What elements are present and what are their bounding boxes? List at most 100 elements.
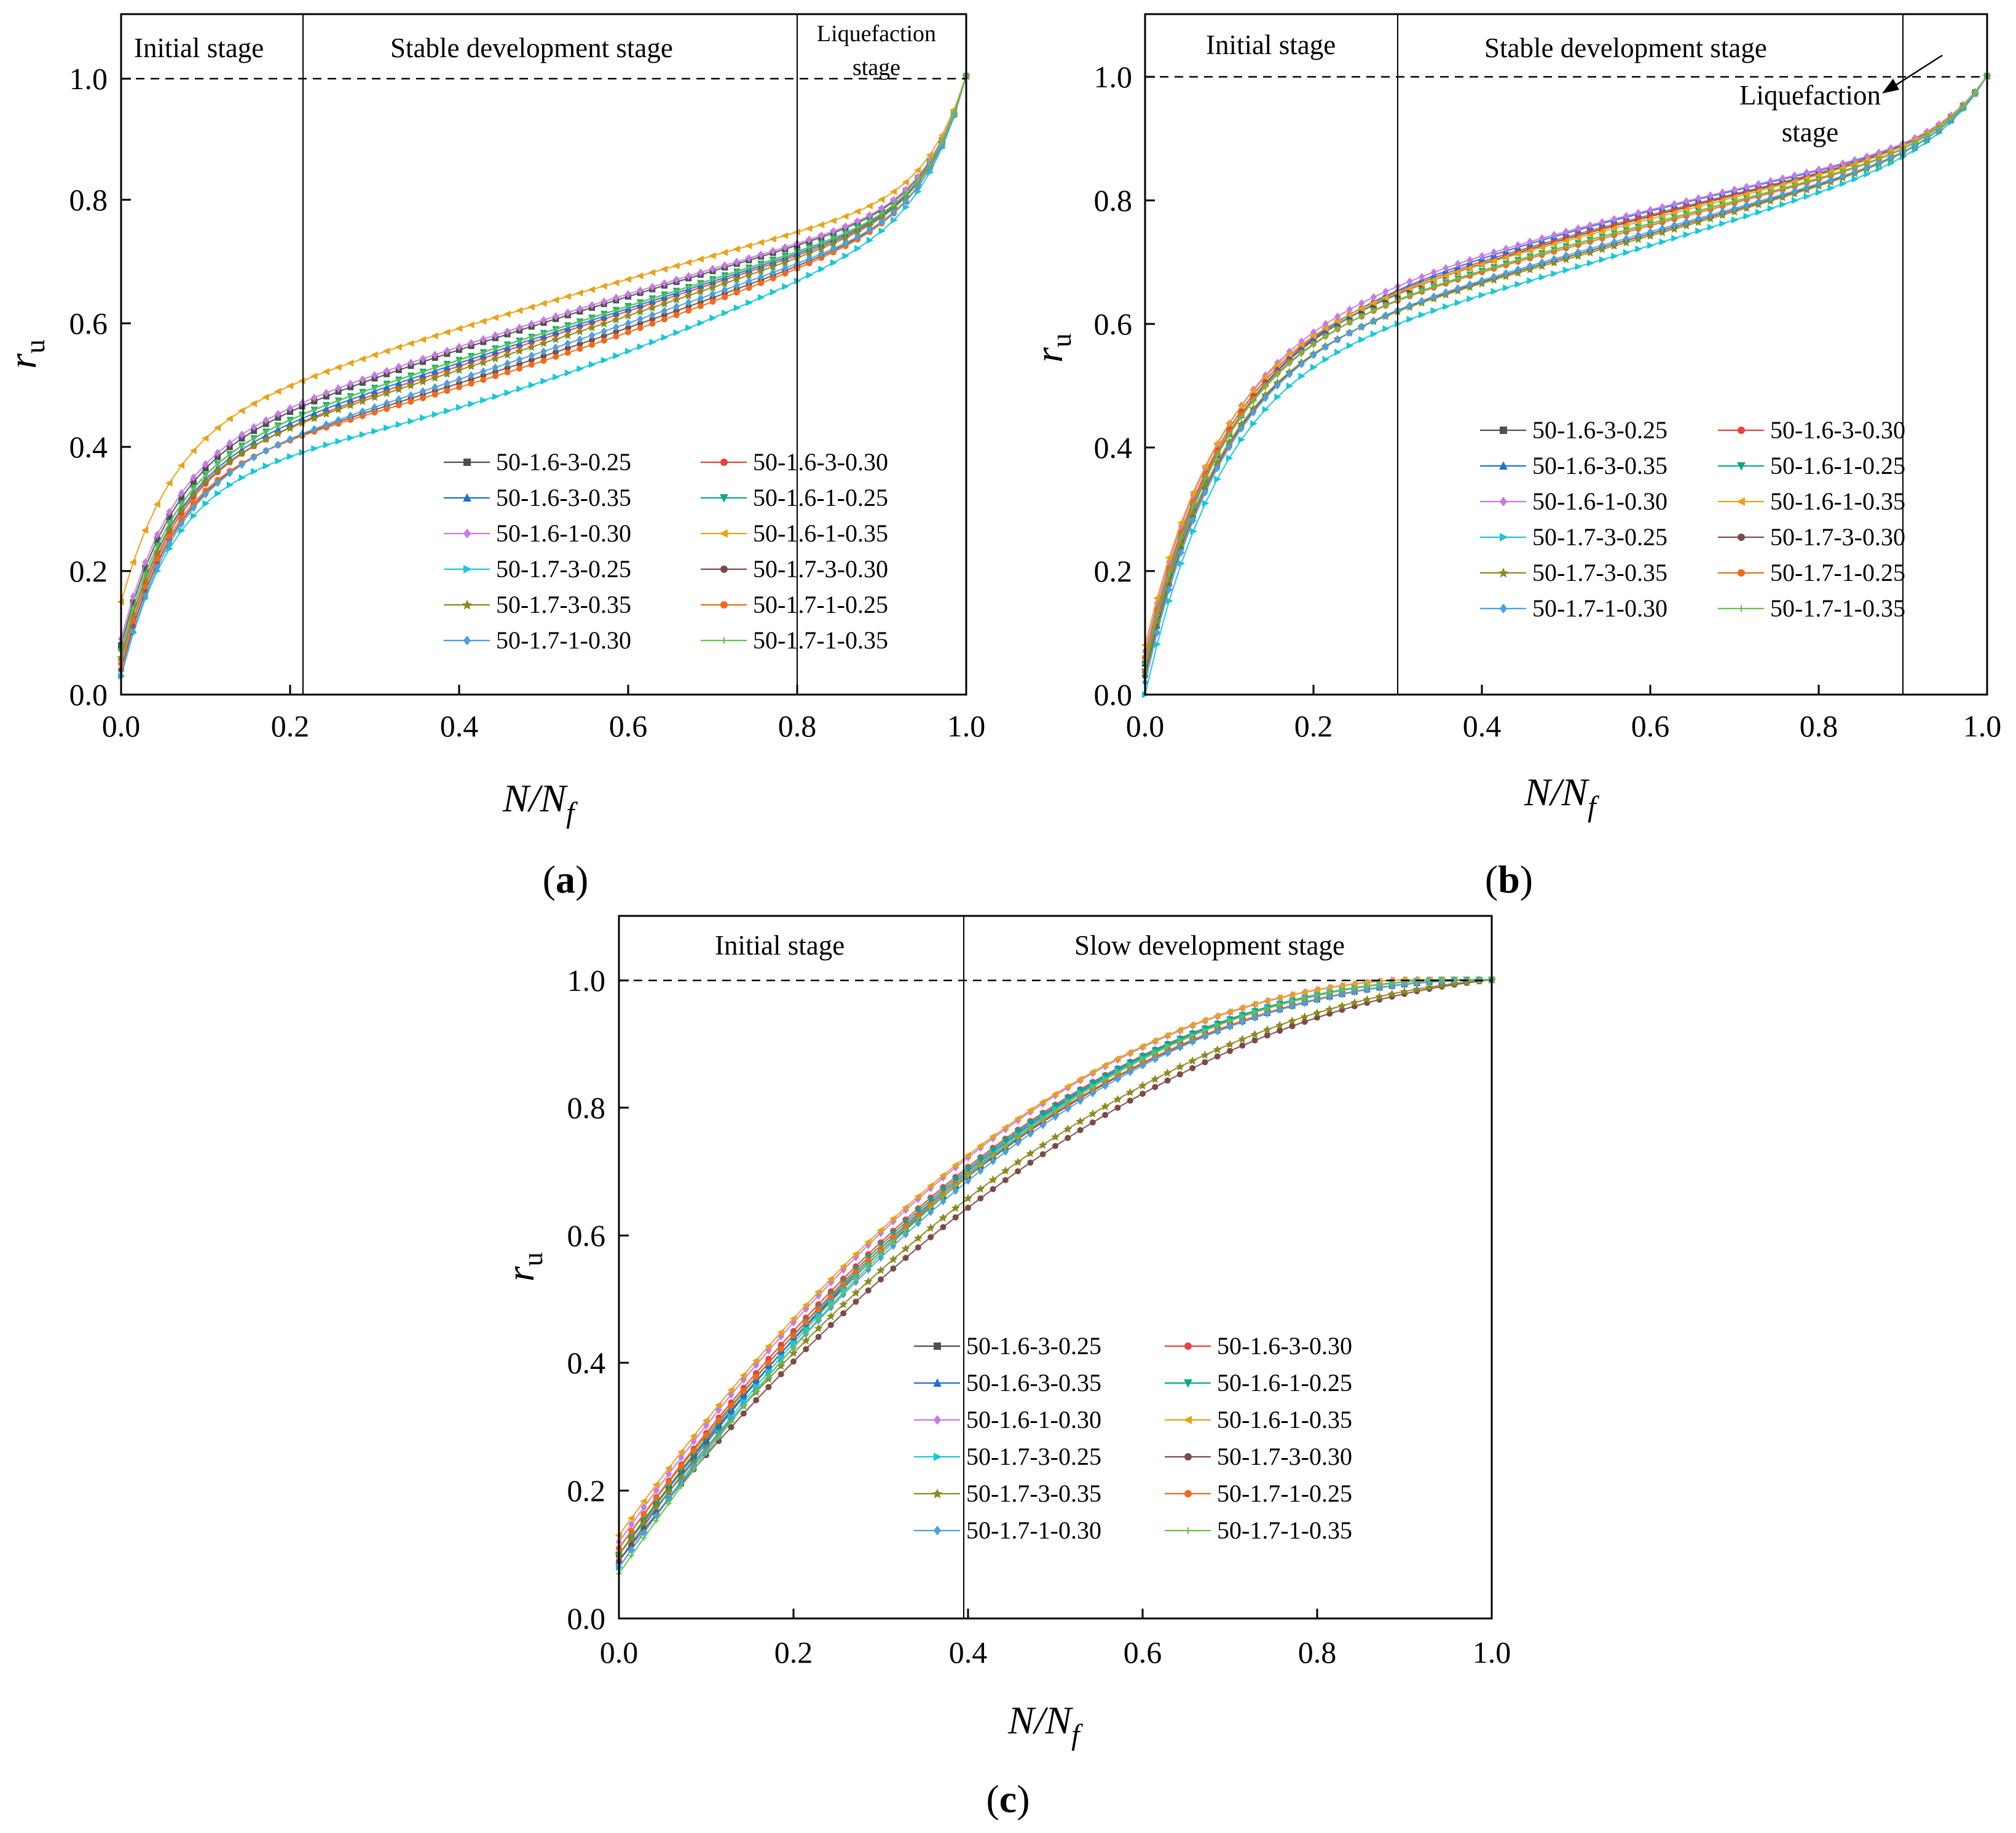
legend-label: 50-1.7-1-0.35 [1217, 1516, 1352, 1544]
series-point-50-1.6-1-0.35 [1285, 350, 1293, 358]
series-point-50-1.7-1-0.30 [1888, 153, 1894, 162]
series-point-50-1.7-1-0.35 [154, 543, 160, 549]
series-point-50-1.7-1-0.35 [1286, 360, 1293, 366]
series-point-50-1.7-1-0.35 [703, 1451, 709, 1457]
series-point-50-1.7-3-0.25 [1310, 363, 1318, 371]
series-point-50-1.6-1-0.35 [358, 355, 366, 363]
series-point-50-1.7-3-0.25 [637, 343, 645, 350]
series-point-50-1.7-3-0.35 [876, 1266, 886, 1274]
series-point-50-1.7-3-0.35 [627, 1534, 636, 1543]
series-point-50-1.7-3-0.35 [1088, 1109, 1097, 1118]
series-point-50-1.7-3-0.25 [178, 527, 186, 534]
series-b-50-1.7-1-0.35 [1142, 73, 1990, 667]
series-point-50-1.6-1-0.30 [419, 354, 427, 363]
series-point-50-1.7-3-0.35 [1063, 1124, 1073, 1133]
panel-c: Initial stage Slow development stage 0.0… [498, 915, 1511, 1821]
legend-item-50-1.6-3-0.30: 50-1.6-3-0.30 [1165, 1332, 1352, 1360]
series-point-50-1.7-1-0.25 [722, 294, 728, 301]
series-point-50-1.7-3-0.25 [1791, 197, 1799, 205]
series-point-50-1.7-3-0.35 [720, 278, 730, 288]
series-point-50-1.7-3-0.35 [744, 270, 754, 279]
panel-c-x-tick-label: 0.2 [774, 1635, 813, 1669]
series-point-50-1.7-1-0.35 [782, 253, 788, 259]
series-point-50-1.7-3-0.30 [1214, 1053, 1221, 1060]
series-point-50-1.6-1-0.35 [939, 1172, 947, 1179]
series-point-50-1.6-1-0.35 [165, 479, 173, 487]
series-point-50-1.7-3-0.25 [685, 324, 693, 332]
legend-item-50-1.7-1-0.25: 50-1.7-1-0.25 [701, 591, 888, 618]
series-point-50-1.6-1-0.35 [1249, 387, 1257, 394]
series-point-50-1.7-1-0.30 [1611, 237, 1618, 246]
series-point-50-1.6-1-0.30 [661, 279, 668, 288]
series-point-50-1.7-3-0.25 [1202, 500, 1210, 507]
series-point-50-1.6-1-0.35 [1658, 212, 1666, 219]
legend-item-50-1.6-3-0.25: 50-1.6-3-0.25 [1480, 416, 1668, 444]
series-point-50-1.6-1-0.30 [1478, 251, 1486, 261]
series-point-50-1.7-1-0.35 [1960, 103, 1966, 109]
series-point-50-1.7-3-0.30 [1102, 1111, 1109, 1118]
panel-b-series-group [1140, 71, 1992, 698]
series-point-50-1.6-1-0.30 [640, 1503, 647, 1512]
series-point-50-1.6-1-0.30 [1430, 268, 1437, 277]
series-point-50-1.7-1-0.35 [1154, 612, 1160, 618]
series-point-50-1.6-1-0.35 [1176, 1026, 1183, 1034]
series-point-50-1.7-3-0.30 [1077, 1127, 1084, 1133]
series-point-50-1.7-1-0.30 [1562, 251, 1570, 260]
series-point-50-1.6-1-0.30 [740, 1375, 747, 1384]
legend-swatch-marker [720, 637, 728, 644]
panel-b-x-ticks: 0.0 0.2 0.4 0.6 0.8 1.0 [1126, 685, 2001, 743]
series-point-50-1.6-1-0.30 [653, 1486, 660, 1495]
series-point-50-1.7-1-0.30 [1322, 342, 1329, 352]
series-point-50-1.7-3-0.35 [639, 1518, 648, 1527]
series-point-50-1.7-1-0.30 [854, 232, 861, 241]
series-point-50-1.7-3-0.25 [866, 237, 874, 244]
series-point-50-1.7-1-0.30 [722, 285, 728, 294]
series-point-50-1.7-1-0.35 [1077, 1092, 1084, 1098]
series-point-50-1.7-1-0.35 [178, 501, 184, 507]
series-point-50-1.7-1-0.30 [1178, 548, 1184, 557]
series-point-50-1.6-1-0.30 [142, 558, 149, 567]
series-point-50-1.7-1-0.35 [1165, 1044, 1171, 1050]
legend-label: 50-1.7-3-0.25 [1532, 523, 1668, 551]
series-point-50-1.6-1-0.35 [1406, 285, 1413, 292]
legend-label: 50-1.7-1-0.25 [753, 591, 888, 618]
series-point-50-1.7-3-0.35 [539, 339, 548, 347]
legend-item-50-1.7-3-0.25: 50-1.7-3-0.25 [914, 1443, 1101, 1470]
series-point-50-1.6-1-0.30 [1419, 272, 1425, 281]
series-point-50-1.7-3-0.25 [553, 373, 560, 381]
series-point-50-1.7-3-0.25 [1382, 325, 1390, 333]
panel-c-x-ticks: 0.0 0.2 0.4 0.6 0.8 1.0 [600, 1609, 1511, 1669]
legend-label: 50-1.6-1-0.25 [753, 484, 888, 511]
series-point-50-1.7-3-0.35 [814, 1323, 823, 1333]
legend-label: 50-1.6-3-0.35 [1532, 452, 1668, 479]
series-point-50-1.6-1-0.30 [1779, 174, 1786, 183]
series-point-50-1.7-3-0.35 [732, 275, 741, 283]
series-point-50-1.7-1-0.35 [770, 257, 776, 263]
series-point-50-1.6-1-0.25 [889, 1230, 897, 1238]
series-point-50-1.7-1-0.35 [311, 407, 317, 413]
series-point-50-1.7-1-0.30 [1334, 335, 1341, 344]
series-point-50-1.7-1-0.30 [577, 335, 583, 344]
series-point-50-1.6-1-0.35 [739, 1371, 747, 1379]
series-point-50-1.7-3-0.25 [1226, 454, 1234, 462]
series-point-50-1.6-1-0.30 [178, 489, 185, 497]
series-point-50-1.7-1-0.30 [1039, 1121, 1046, 1130]
series-point-50-1.7-1-0.35 [1768, 189, 1774, 195]
series-point-50-1.6-1-0.30 [202, 460, 209, 468]
series-point-50-1.7-3-0.25 [540, 377, 548, 385]
series-point-50-1.7-1-0.35 [1339, 987, 1345, 993]
legend-item-50-1.7-1-0.35: 50-1.7-1-0.35 [701, 626, 888, 654]
series-point-50-1.7-1-0.25 [758, 280, 765, 286]
series-point-50-1.7-1-0.25 [852, 1269, 859, 1275]
series-point-50-1.6-1-0.30 [830, 227, 837, 235]
series-point-50-1.6-1-0.35 [1309, 332, 1317, 340]
series-point-50-1.7-3-0.30 [728, 1424, 734, 1430]
series-point-50-1.7-3-0.35 [382, 388, 392, 398]
series-point-50-1.7-1-0.30 [1587, 244, 1594, 253]
series-point-50-1.7-3-0.25 [287, 452, 294, 460]
series-point-50-1.6-1-0.35 [612, 279, 620, 286]
series-point-50-1.7-1-0.30 [1454, 284, 1461, 293]
series-point-50-1.6-1-0.35 [1345, 311, 1353, 318]
series-point-50-1.6-1-0.35 [539, 299, 547, 307]
series-point-50-1.6-1-0.35 [1138, 1043, 1146, 1050]
